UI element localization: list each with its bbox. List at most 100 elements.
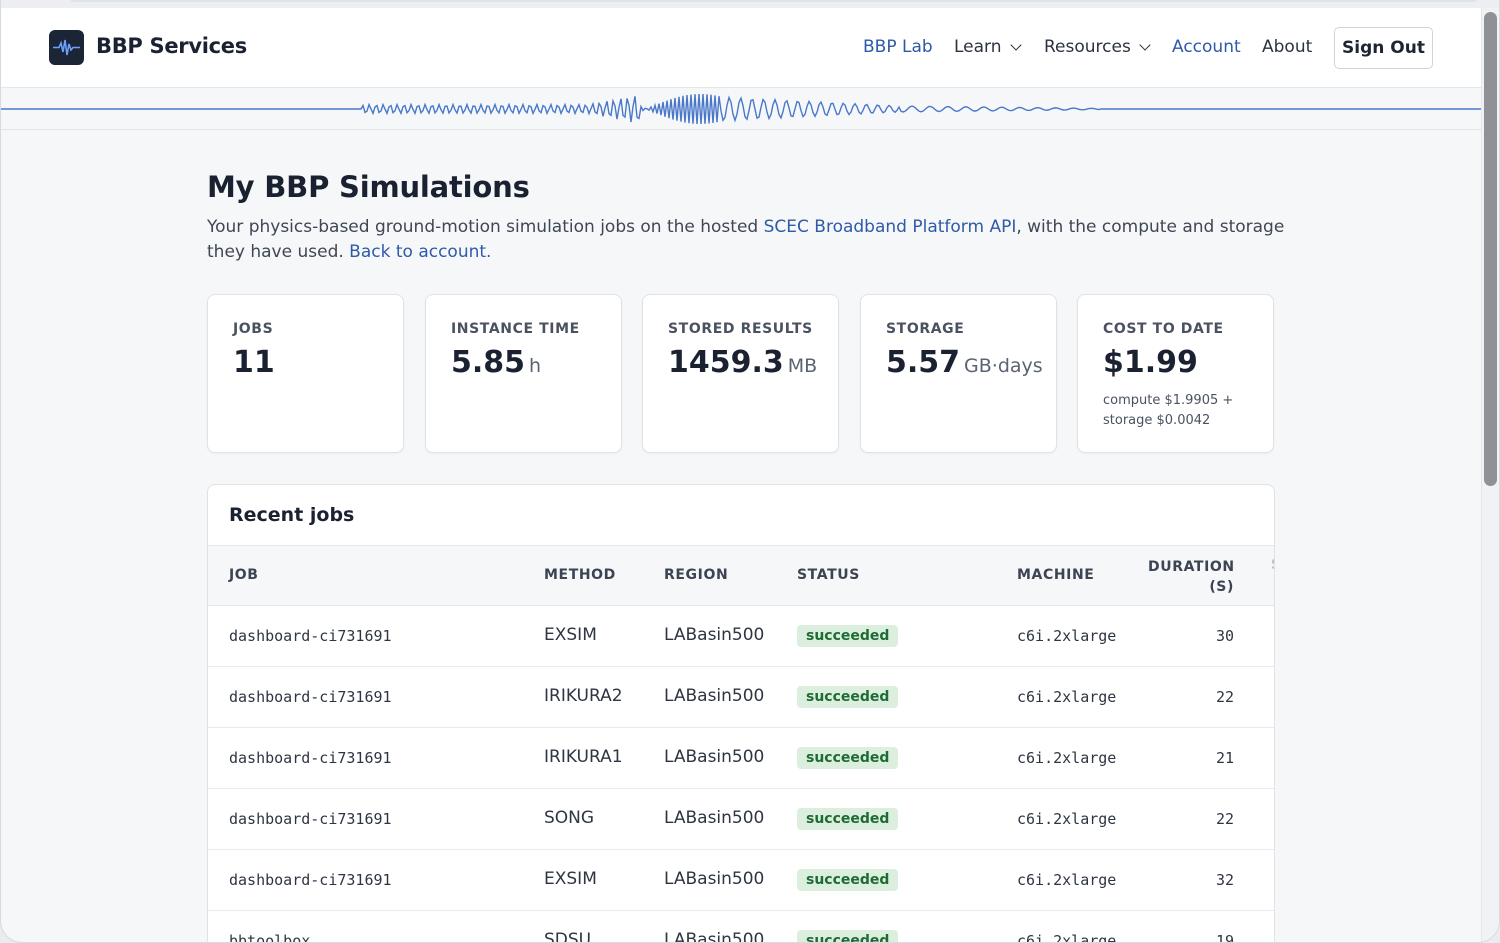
duration-cell: 22 <box>1215 688 1234 706</box>
machine-cell: c6i.2xlarge <box>1017 627 1117 645</box>
nav-link-account[interactable]: Account <box>1172 37 1241 57</box>
stat-value: 1459.3 MB <box>668 345 817 380</box>
status-badge: succeeded <box>797 808 899 830</box>
scrollbar-thumb[interactable] <box>1484 12 1497 486</box>
scec-bbp-api-link[interactable]: SCEC Broadband Platform API <box>763 217 1017 237</box>
stat-label: STORED RESULTS <box>668 321 813 337</box>
status-badge: succeeded <box>797 686 899 708</box>
column-header-method[interactable]: METHOD <box>544 567 616 583</box>
region-cell: LABasin500 <box>664 869 765 889</box>
method-cell: SDSU <box>544 930 592 943</box>
table-row[interactable]: dashboard-ci731691 SONG LABasin500 succeede… <box>208 789 1274 850</box>
nav-link-label: Account <box>1172 37 1241 57</box>
job-name-cell[interactable]: bbtoolbox <box>229 932 311 943</box>
nav-link-label: BBP Lab <box>863 37 933 57</box>
stat-unit: h <box>529 355 542 377</box>
stat-value: 5.57 GB·days <box>886 345 1043 380</box>
stat-label: INSTANCE TIME <box>451 321 580 337</box>
machine-cell: c6i.2xlarge <box>1017 688 1117 706</box>
region-cell: LABasin500 <box>664 808 765 828</box>
column-header-job[interactable]: JOB <box>229 567 259 583</box>
brand-name[interactable]: BBP Services <box>96 34 247 58</box>
recent-jobs-panel: Recent jobs JOB METHOD REGION STATUS MAC… <box>207 484 1275 943</box>
region-cell: LABasin500 <box>664 930 765 943</box>
stat-card-jobs: JOBS 11 <box>207 294 404 453</box>
stat-value: $1.99 <box>1103 345 1198 380</box>
table-row[interactable]: dashboard-ci731691 IRIKURA2 LABasin500 succ… <box>208 667 1274 728</box>
stat-value: 5.85 h <box>451 345 541 380</box>
seismogram-banner <box>1 88 1481 130</box>
job-name-cell[interactable]: dashboard-ci731691 <box>229 871 392 889</box>
table-row[interactable]: dashboard-ci731691 EXSIM LABasin500 succeed… <box>208 850 1274 911</box>
stat-number: 11 <box>233 345 275 380</box>
status-badge: succeeded <box>797 869 899 891</box>
status-badge: succeeded <box>797 747 899 769</box>
column-header-region[interactable]: REGION <box>664 567 729 583</box>
method-cell: EXSIM <box>544 869 597 889</box>
top-navbar: BBP Services BBP Lab Learn Resources Acc… <box>1 8 1481 88</box>
subtitle-text: , with the compute and storage they have… <box>207 217 1285 262</box>
stat-unit: MB <box>787 355 818 377</box>
machine-cell: c6i.2xlarge <box>1017 810 1117 828</box>
duration-cell: 21 <box>1215 749 1234 767</box>
duration-cell: 19 <box>1215 932 1234 943</box>
back-to-account-link[interactable]: Back to account. <box>349 242 492 262</box>
stat-number: $1.99 <box>1103 345 1198 380</box>
column-header-machine[interactable]: MACHINE <box>1017 567 1095 583</box>
job-name-cell[interactable]: dashboard-ci731691 <box>229 810 392 828</box>
nav-link-about[interactable]: About <box>1262 37 1312 57</box>
stat-label: JOBS <box>233 321 274 337</box>
stat-number: 5.85 <box>451 345 526 380</box>
column-header-duration[interactable]: DURATION (S) <box>1148 559 1235 595</box>
nav-link-bbp-lab[interactable]: BBP Lab <box>863 37 933 57</box>
region-cell: LABasin500 <box>664 747 765 767</box>
stat-number: 1459.3 <box>668 345 784 380</box>
stat-card-stored-results: STORED RESULTS 1459.3 MB <box>642 294 839 453</box>
sign-out-button[interactable]: Sign Out <box>1334 27 1433 69</box>
region-cell: LABasin500 <box>664 686 765 706</box>
stat-card-instance-time: INSTANCE TIME 5.85 h <box>425 294 622 453</box>
stat-value: 11 <box>233 345 275 380</box>
status-badge: succeeded <box>797 625 899 647</box>
cost-breakdown-note: compute $1.9905 + storage $0.0042 <box>1103 393 1234 428</box>
table-row[interactable]: bbtoolbox SDSU LABasin500 succeeded c6i.2xla… <box>208 911 1274 943</box>
machine-cell: c6i.2xlarge <box>1017 932 1117 943</box>
status-badge: succeeded <box>797 930 899 942</box>
region-cell: LABasin500 <box>664 625 765 645</box>
recent-jobs-title: Recent jobs <box>229 504 355 526</box>
machine-cell: c6i.2xlarge <box>1017 749 1117 767</box>
column-header-status[interactable]: STATUS <box>797 567 860 583</box>
nav-link-label: About <box>1262 37 1313 57</box>
stat-number: 5.57 <box>886 345 961 380</box>
job-name-cell[interactable]: dashboard-ci731691 <box>229 688 392 706</box>
machine-cell: c6i.2xlarge <box>1017 871 1117 889</box>
stat-label: STORAGE <box>886 321 965 337</box>
method-cell: IRIKURA2 <box>544 686 623 706</box>
table-header: JOB METHOD REGION STATUS MACHINE DURATIO… <box>208 545 1274 606</box>
method-cell: EXSIM <box>544 625 597 645</box>
nav-link-learn[interactable]: Learn <box>954 37 1022 57</box>
subtitle-text: Your physics-based ground-motion simulat… <box>207 217 764 237</box>
waveform-logo-icon[interactable] <box>49 30 84 65</box>
job-name-cell[interactable]: dashboard-ci731691 <box>229 749 392 767</box>
stat-card-storage: STORAGE 5.57 GB·days <box>860 294 1057 453</box>
seismogram-wave-icon <box>1 93 1481 125</box>
column-header-truncated[interactable]: S <box>1271 557 1274 573</box>
page-title: My BBP Simulations <box>207 170 530 204</box>
stat-unit: GB·days <box>964 355 1043 377</box>
method-cell: IRIKURA1 <box>544 747 623 767</box>
duration-cell: 32 <box>1215 871 1234 889</box>
stat-card-cost-to-date: COST TO DATE $1.99 compute $1.9905 + sto… <box>1077 294 1274 453</box>
job-name-cell[interactable]: dashboard-ci731691 <box>229 627 392 645</box>
nav-link-label: Resources <box>1044 37 1131 57</box>
stat-label: COST TO DATE <box>1103 321 1224 337</box>
table-row[interactable]: dashboard-ci731691 EXSIM LABasin500 succeed… <box>208 606 1274 667</box>
method-cell: SONG <box>544 808 595 828</box>
nav-link-resources[interactable]: Resources <box>1044 37 1151 57</box>
nav-link-label: Learn <box>954 37 1002 57</box>
table-row[interactable]: dashboard-ci731691 IRIKURA1 LABasin500 succ… <box>208 728 1274 789</box>
duration-cell: 22 <box>1215 810 1234 828</box>
chevron-down-icon <box>1009 39 1022 51</box>
duration-cell: 30 <box>1215 627 1234 645</box>
